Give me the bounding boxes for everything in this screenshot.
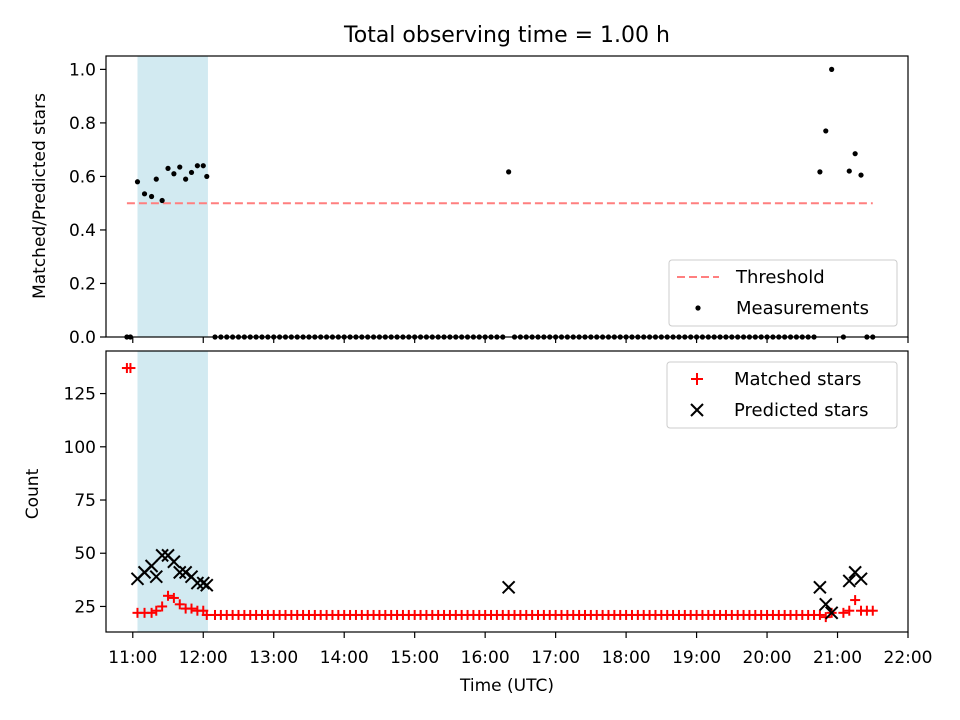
top-plot-frame bbox=[105, 55, 909, 338]
x-tick-label: 16:00 bbox=[461, 648, 510, 668]
predicted-star-point bbox=[149, 569, 163, 584]
bottom-legend-box bbox=[666, 361, 898, 429]
matched-star-point bbox=[186, 603, 197, 614]
matched-star-point bbox=[168, 592, 179, 603]
measurement-point bbox=[148, 193, 155, 200]
top-y-tick-label: 0.4 bbox=[69, 221, 96, 241]
x-tick-label: 20:00 bbox=[743, 648, 792, 668]
top-y-tick-label: 0.0 bbox=[69, 328, 96, 348]
matched-star-point bbox=[146, 607, 157, 618]
top-y-tick-label: 0.8 bbox=[69, 114, 96, 134]
predicted-star-point bbox=[501, 580, 516, 595]
bottom-y-tick-label: 75 bbox=[74, 491, 96, 511]
top-y-tick-label: 0.2 bbox=[69, 274, 96, 294]
x-tick-label: 11:00 bbox=[108, 648, 157, 668]
measurement-point bbox=[165, 165, 171, 171]
x-tick-label: 21:00 bbox=[813, 648, 862, 668]
measurement-point bbox=[171, 171, 177, 177]
bottom-x-axis: 11:00 12:00 13:00 14:00 15:00 16:00 17:00 18:00… bbox=[108, 632, 933, 668]
predicted-star-point bbox=[144, 559, 159, 573]
bottom-y-axis: 25 50 75 100 125 bbox=[64, 385, 106, 617]
measurement-point bbox=[858, 172, 864, 178]
matched-star-point bbox=[163, 590, 174, 601]
count-points bbox=[121, 363, 878, 623]
top-legend: Threshold Measurements bbox=[668, 259, 898, 327]
measurement-point bbox=[177, 164, 183, 170]
legend-predicted-swatch bbox=[690, 403, 704, 417]
top-y-axis: 0.0 0.2 0.4 0.6 0.8 1.0 bbox=[69, 60, 106, 348]
matched-star-point bbox=[157, 601, 168, 612]
predicted-star-point bbox=[842, 574, 856, 588]
x-tick-label: 17:00 bbox=[531, 648, 580, 668]
bottom-y-tick-label: 100 bbox=[64, 438, 96, 458]
measurement-point bbox=[817, 169, 823, 175]
measurement-point bbox=[194, 163, 200, 169]
predicted-star-point bbox=[813, 580, 827, 595]
x-tick-label: 14:00 bbox=[320, 648, 369, 668]
predicted-star-point bbox=[819, 597, 833, 612]
measurement-point bbox=[188, 169, 195, 176]
bottom-plot-frame bbox=[105, 350, 909, 633]
measurement-point bbox=[159, 197, 165, 204]
measurement-point bbox=[823, 128, 829, 134]
matched-star-point bbox=[820, 612, 831, 623]
legend-predicted-label: Predicted stars bbox=[734, 400, 868, 421]
legend-threshold-label: Threshold bbox=[735, 267, 825, 288]
measurement-point bbox=[153, 176, 159, 182]
predicted-star-point bbox=[155, 548, 169, 563]
x-tick-label: 15:00 bbox=[390, 648, 439, 668]
top-shaded-interval bbox=[137, 56, 208, 337]
matched-star-point bbox=[174, 599, 185, 610]
x-tick-label: 18:00 bbox=[602, 648, 651, 668]
top-panel: 0.0 0.2 0.4 0.6 0.8 1.0 Matched/Predicted sta… bbox=[30, 55, 909, 348]
measurement-point bbox=[200, 163, 206, 169]
bottom-y-tick-label: 50 bbox=[74, 544, 96, 564]
measurement-point bbox=[183, 176, 189, 182]
legend-matched-swatch bbox=[691, 373, 703, 385]
predicted-star-point bbox=[173, 565, 187, 580]
x-tick-label: 13:00 bbox=[249, 648, 298, 668]
measurement-point bbox=[829, 66, 835, 72]
measurement-point bbox=[134, 179, 141, 185]
measurement-point bbox=[846, 168, 852, 174]
top-x-ticks bbox=[132, 337, 909, 343]
measurement-point bbox=[852, 151, 858, 157]
matched-star-point bbox=[125, 363, 136, 374]
bottom-shaded-interval bbox=[137, 351, 208, 632]
bottom-y-tick-label: 125 bbox=[64, 385, 96, 405]
legend-matched-label: Matched stars bbox=[734, 369, 861, 390]
x-tick-label: 12:00 bbox=[179, 648, 228, 668]
matched-star-point bbox=[814, 609, 825, 620]
predicted-star-point bbox=[824, 606, 839, 620]
predicted-star-point bbox=[200, 578, 214, 592]
predicted-star-point bbox=[178, 565, 193, 580]
predicted-star-point bbox=[167, 555, 181, 569]
legend-measurements-swatch bbox=[695, 305, 701, 311]
top-y-tick-label: 0.6 bbox=[69, 167, 96, 187]
measurement-point bbox=[506, 169, 512, 175]
legend-measurements-label: Measurements bbox=[736, 298, 869, 319]
matched-star-point bbox=[151, 605, 162, 616]
matched-star-point bbox=[838, 607, 849, 618]
bottom-y-axis-label: Count bbox=[23, 468, 43, 519]
bottom-legend: Matched stars Predicted stars bbox=[666, 361, 898, 429]
x-tick-label: 22:00 bbox=[884, 648, 933, 668]
top-legend-box bbox=[668, 259, 898, 327]
x-tick-label: 19:00 bbox=[672, 648, 721, 668]
top-y-axis-label: Matched/Predicted stars bbox=[30, 93, 50, 299]
bottom-panel: 25 50 75 100 125 11:00 12:00 13:00 14:00 15:00 16… bbox=[23, 350, 933, 696]
matched-star-point bbox=[850, 595, 861, 606]
measurement-point bbox=[204, 173, 210, 180]
matched-star-point bbox=[844, 605, 855, 616]
x-axis-label: Time (UTC) bbox=[459, 676, 554, 696]
measurement-point bbox=[141, 191, 148, 197]
predicted-star-point bbox=[854, 572, 868, 586]
top-y-tick-label: 1.0 bbox=[69, 60, 96, 80]
figure-title: Total observing time = 1.00 h bbox=[343, 23, 670, 48]
bottom-y-tick-label: 25 bbox=[74, 597, 96, 617]
matched-star-point bbox=[867, 605, 878, 616]
